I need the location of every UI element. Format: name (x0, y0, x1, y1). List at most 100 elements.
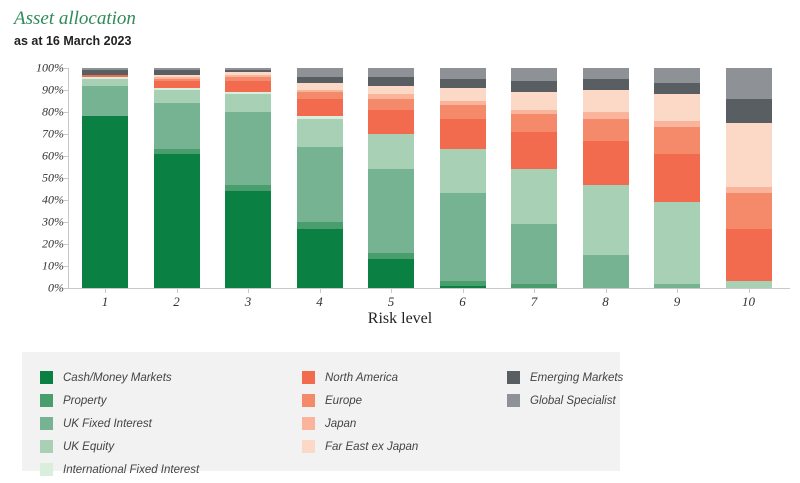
bar-segment[interactable] (725, 228, 772, 282)
bar-segment[interactable] (654, 127, 700, 154)
legend-item[interactable]: Japan (302, 413, 418, 434)
bar-segment[interactable] (368, 259, 414, 288)
legend-item[interactable]: North America (302, 367, 418, 388)
bar-segment[interactable] (654, 94, 700, 121)
bar-column[interactable] (654, 68, 700, 288)
bar-segment[interactable] (296, 83, 343, 91)
bar-segment[interactable] (439, 285, 486, 288)
bar-segment[interactable] (296, 98, 343, 117)
bar-segment[interactable] (511, 68, 557, 82)
bar-segment[interactable] (654, 153, 700, 203)
bar-segment[interactable] (82, 116, 128, 288)
bar-segment[interactable] (511, 224, 557, 284)
bar-segment[interactable] (296, 76, 343, 84)
bar-segment[interactable] (511, 283, 557, 288)
bar-segment[interactable] (153, 87, 200, 91)
bar-column[interactable] (582, 68, 629, 288)
bar-segment[interactable] (225, 74, 271, 77)
bar-segment[interactable] (225, 184, 271, 192)
bar-segment[interactable] (725, 98, 772, 124)
bar-column[interactable] (82, 68, 128, 288)
legend-item[interactable]: Europe (302, 390, 418, 411)
bar-segment[interactable] (368, 76, 414, 86)
bar-segment[interactable] (82, 79, 128, 86)
bar-segment[interactable] (654, 83, 700, 95)
bar-segment[interactable] (225, 81, 271, 93)
bar-segment[interactable] (225, 68, 271, 71)
bar-segment[interactable] (439, 281, 486, 286)
legend-item[interactable]: Emerging Markets (507, 367, 623, 388)
bar-segment[interactable] (511, 92, 557, 110)
bar-segment[interactable] (439, 118, 486, 150)
bar-segment[interactable] (153, 149, 200, 154)
bar-segment[interactable] (296, 118, 343, 148)
bar-segment[interactable] (368, 252, 414, 260)
bar-segment[interactable] (439, 87, 486, 102)
bar-segment[interactable] (654, 283, 700, 288)
bar-segment[interactable] (582, 184, 629, 255)
bar-segment[interactable] (82, 70, 128, 75)
bar-segment[interactable] (439, 193, 486, 282)
bar-column[interactable] (296, 68, 343, 288)
bar-segment[interactable] (511, 131, 557, 170)
legend-item[interactable]: Far East ex Japan (302, 436, 418, 457)
bar-segment[interactable] (582, 118, 629, 141)
bar-segment[interactable] (225, 94, 271, 113)
bar-segment[interactable] (225, 191, 271, 288)
bar-segment[interactable] (225, 72, 271, 75)
legend-item[interactable]: UK Equity (40, 436, 199, 457)
bar-segment[interactable] (368, 134, 414, 170)
bar-segment[interactable] (368, 109, 414, 135)
bar-segment[interactable] (368, 169, 414, 253)
bar-segment[interactable] (153, 153, 200, 288)
bar-segment[interactable] (654, 68, 700, 84)
bar-column[interactable] (725, 68, 772, 288)
bar-segment[interactable] (511, 114, 557, 132)
bar-segment[interactable] (296, 147, 343, 223)
bar-segment[interactable] (82, 74, 128, 77)
bar-segment[interactable] (153, 76, 200, 80)
bar-segment[interactable] (296, 68, 343, 77)
bar-column[interactable] (225, 68, 271, 288)
bar-segment[interactable] (368, 85, 414, 95)
bar-segment[interactable] (153, 103, 200, 150)
bar-segment[interactable] (439, 101, 486, 106)
bar-segment[interactable] (153, 81, 200, 88)
bar-segment[interactable] (582, 140, 629, 185)
bar-column[interactable] (511, 68, 557, 288)
bar-segment[interactable] (511, 109, 557, 115)
bar-segment[interactable] (654, 202, 700, 284)
legend-item[interactable]: Global Specialist (507, 390, 623, 411)
bar-segment[interactable] (368, 98, 414, 110)
bar-segment[interactable] (296, 90, 343, 93)
bar-segment[interactable] (654, 120, 700, 128)
bar-segment[interactable] (296, 116, 343, 119)
bar-segment[interactable] (725, 186, 772, 194)
bar-segment[interactable] (368, 94, 414, 99)
legend-item[interactable]: Cash/Money Markets (40, 367, 199, 388)
bar-segment[interactable] (82, 68, 128, 71)
bar-segment[interactable] (582, 112, 629, 119)
bar-segment[interactable] (439, 105, 486, 119)
bar-segment[interactable] (153, 79, 200, 82)
bar-column[interactable] (153, 68, 200, 288)
bar-column[interactable] (368, 68, 414, 288)
bar-segment[interactable] (439, 149, 486, 194)
bar-segment[interactable] (153, 70, 200, 75)
bar-segment[interactable] (225, 70, 271, 73)
bar-segment[interactable] (225, 112, 271, 185)
bar-segment[interactable] (582, 255, 629, 288)
bar-column[interactable] (439, 68, 486, 288)
bar-segment[interactable] (582, 90, 629, 113)
bar-segment[interactable] (725, 193, 772, 229)
bar-segment[interactable] (368, 68, 414, 77)
bar-segment[interactable] (153, 90, 200, 104)
bar-segment[interactable] (153, 74, 200, 77)
bar-segment[interactable] (296, 92, 343, 99)
bar-segment[interactable] (725, 281, 772, 288)
bar-segment[interactable] (82, 76, 128, 80)
bar-segment[interactable] (296, 222, 343, 229)
bar-segment[interactable] (153, 68, 200, 71)
bar-segment[interactable] (511, 81, 557, 93)
bar-segment[interactable] (439, 79, 486, 88)
